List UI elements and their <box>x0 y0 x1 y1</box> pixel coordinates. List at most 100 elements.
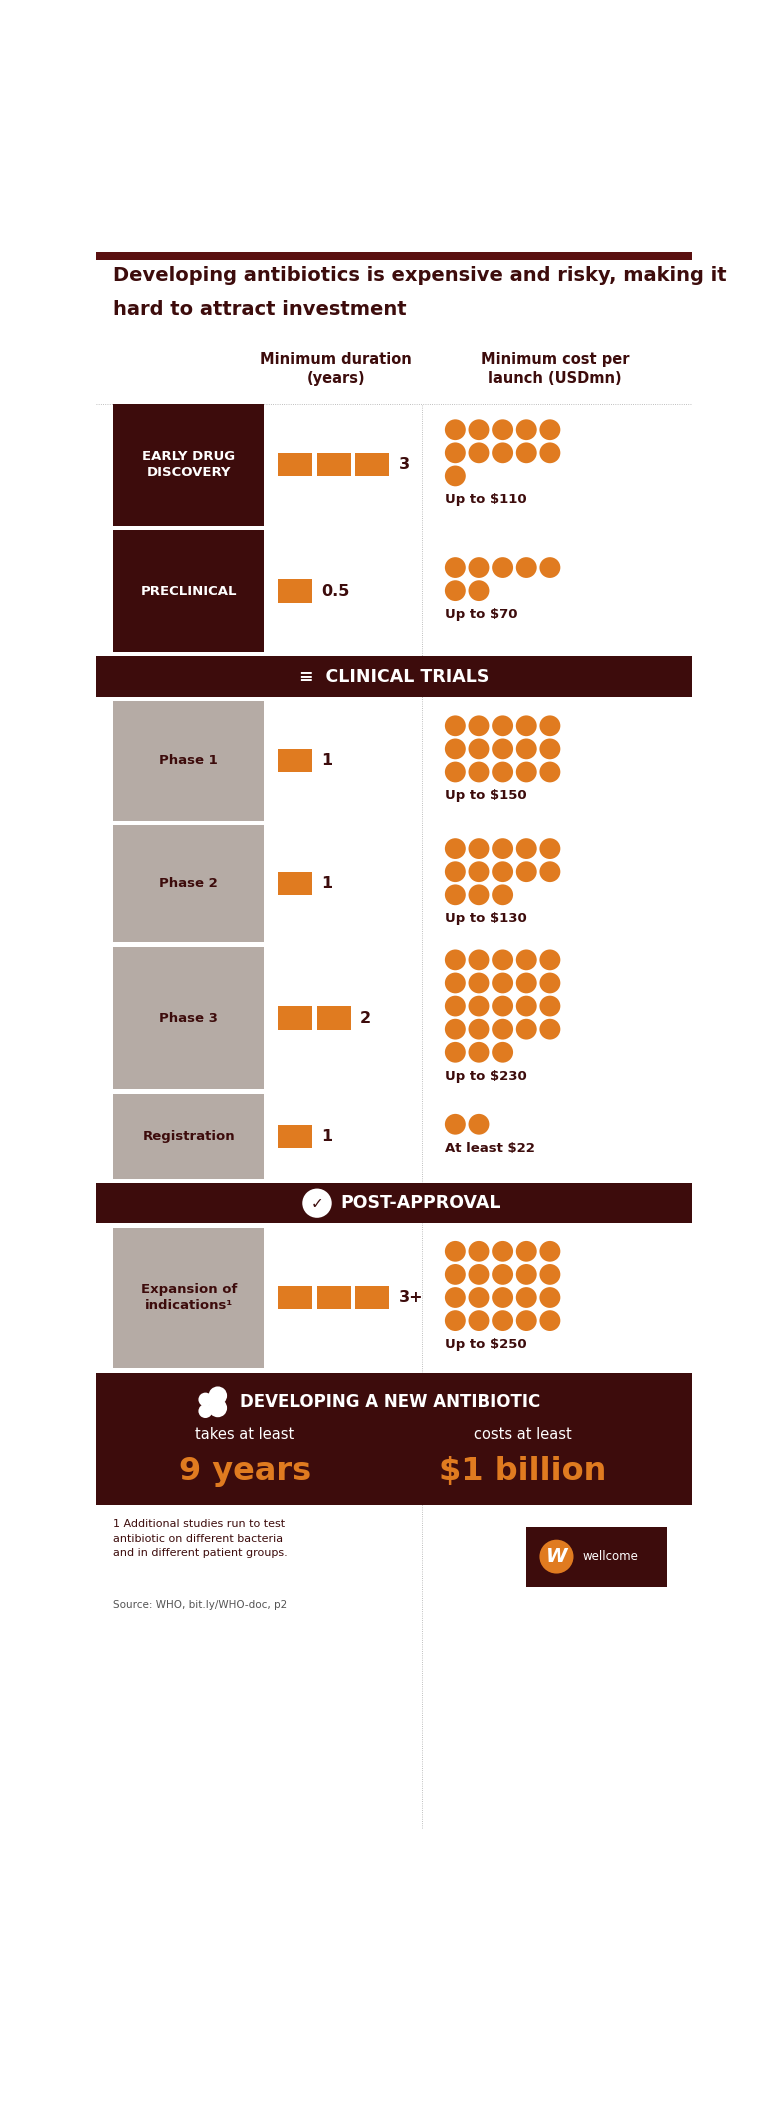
Circle shape <box>539 418 561 439</box>
Circle shape <box>468 580 489 601</box>
Bar <box>113 1093 265 1179</box>
Text: 3: 3 <box>398 458 410 473</box>
Circle shape <box>468 862 489 883</box>
Circle shape <box>492 1043 513 1064</box>
Text: hard to attract investment: hard to attract investment <box>113 301 407 320</box>
Circle shape <box>468 557 489 578</box>
Circle shape <box>468 761 489 782</box>
Circle shape <box>516 1310 537 1331</box>
Circle shape <box>539 1539 574 1574</box>
Circle shape <box>445 738 466 759</box>
Bar <box>317 1007 351 1030</box>
Circle shape <box>492 1263 513 1284</box>
Bar <box>355 1286 389 1310</box>
Circle shape <box>539 1286 561 1307</box>
Text: ≡  CLINICAL TRIALS: ≡ CLINICAL TRIALS <box>299 668 489 685</box>
Text: costs at least: costs at least <box>474 1427 571 1442</box>
Circle shape <box>492 418 513 439</box>
Text: Source: WHO, bit.ly/WHO-doc, p2: Source: WHO, bit.ly/WHO-doc, p2 <box>113 1600 288 1610</box>
Circle shape <box>492 715 513 736</box>
Circle shape <box>468 418 489 439</box>
Bar <box>96 1373 692 1505</box>
Circle shape <box>445 885 466 906</box>
Text: Developing antibiotics is expensive and risky, making it: Developing antibiotics is expensive and … <box>113 267 727 286</box>
Circle shape <box>445 996 466 1017</box>
Circle shape <box>492 885 513 906</box>
Bar <box>278 580 312 603</box>
Circle shape <box>516 996 537 1017</box>
Text: Phase 1: Phase 1 <box>159 755 218 767</box>
Circle shape <box>539 1263 561 1284</box>
Bar <box>113 826 265 942</box>
Circle shape <box>468 1114 489 1135</box>
Circle shape <box>445 441 466 462</box>
Circle shape <box>539 557 561 578</box>
Circle shape <box>516 1240 537 1261</box>
Circle shape <box>468 715 489 736</box>
Bar <box>96 252 692 261</box>
Circle shape <box>445 950 466 971</box>
Text: Up to $250: Up to $250 <box>445 1339 527 1352</box>
Circle shape <box>445 839 466 860</box>
Circle shape <box>445 1114 466 1135</box>
Bar <box>113 1228 265 1368</box>
Circle shape <box>468 950 489 971</box>
Circle shape <box>516 1286 537 1307</box>
Circle shape <box>539 862 561 883</box>
Circle shape <box>539 441 561 462</box>
Circle shape <box>198 1404 212 1419</box>
Text: ✓: ✓ <box>311 1196 324 1211</box>
Circle shape <box>516 839 537 860</box>
Bar <box>278 1007 312 1030</box>
Circle shape <box>539 950 561 971</box>
Circle shape <box>516 715 537 736</box>
Circle shape <box>539 1019 561 1040</box>
Text: 9 years: 9 years <box>179 1457 311 1486</box>
Text: 1 Additional studies run to test
antibiotic on different bacteria
and in differe: 1 Additional studies run to test antibio… <box>113 1520 288 1558</box>
Circle shape <box>492 973 513 994</box>
Circle shape <box>468 1263 489 1284</box>
Text: Minimum cost per
launch (USDmn): Minimum cost per launch (USDmn) <box>481 353 629 387</box>
Circle shape <box>539 1240 561 1261</box>
Bar <box>113 946 265 1089</box>
Circle shape <box>492 839 513 860</box>
Circle shape <box>492 557 513 578</box>
Text: 1: 1 <box>321 1129 333 1143</box>
Circle shape <box>468 1043 489 1064</box>
Circle shape <box>516 950 537 971</box>
Text: Minimum duration
(years): Minimum duration (years) <box>261 353 412 387</box>
Bar <box>278 748 312 771</box>
Bar <box>278 454 312 477</box>
Text: W: W <box>546 1547 568 1566</box>
Circle shape <box>445 418 466 439</box>
Bar <box>278 1125 312 1148</box>
Text: 1: 1 <box>321 877 333 891</box>
Circle shape <box>468 885 489 906</box>
Circle shape <box>492 950 513 971</box>
Circle shape <box>468 1019 489 1040</box>
Circle shape <box>208 1398 227 1417</box>
Bar <box>317 1286 351 1310</box>
Circle shape <box>445 1240 466 1261</box>
Circle shape <box>445 761 466 782</box>
Circle shape <box>492 761 513 782</box>
Circle shape <box>445 557 466 578</box>
Circle shape <box>492 738 513 759</box>
Circle shape <box>516 441 537 462</box>
Text: Phase 3: Phase 3 <box>159 1011 218 1024</box>
Circle shape <box>516 761 537 782</box>
Circle shape <box>492 441 513 462</box>
Circle shape <box>539 715 561 736</box>
Text: takes at least: takes at least <box>195 1427 295 1442</box>
Text: PRECLINICAL: PRECLINICAL <box>141 584 237 597</box>
Circle shape <box>302 1188 331 1217</box>
Circle shape <box>516 1263 537 1284</box>
Bar <box>96 1183 692 1223</box>
Circle shape <box>539 996 561 1017</box>
Circle shape <box>492 1310 513 1331</box>
Text: 0.5: 0.5 <box>321 584 350 599</box>
Circle shape <box>492 996 513 1017</box>
Circle shape <box>445 1019 466 1040</box>
Text: Up to $150: Up to $150 <box>445 790 527 803</box>
Bar <box>96 656 692 696</box>
